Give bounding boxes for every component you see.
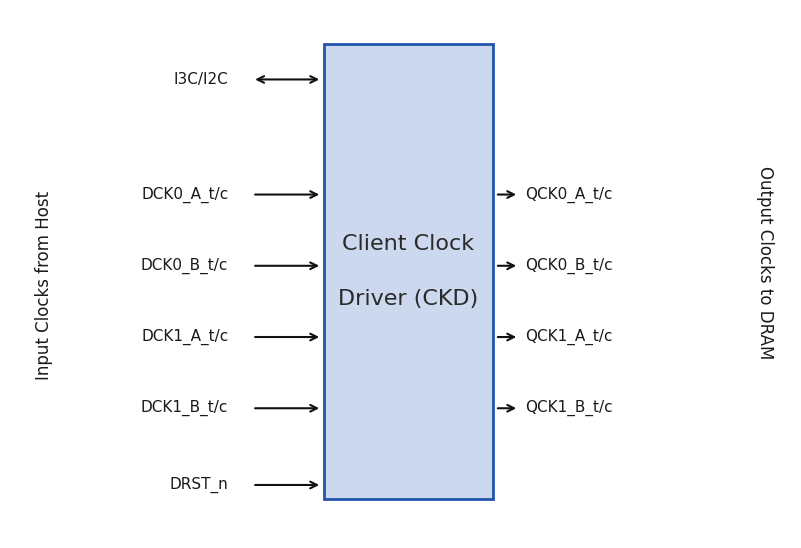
Text: QCK1_A_t/c: QCK1_A_t/c — [525, 329, 612, 345]
Text: QCK0_A_t/c: QCK0_A_t/c — [525, 186, 612, 203]
Text: DCK0_A_t/c: DCK0_A_t/c — [141, 186, 228, 203]
Text: QCK1_B_t/c: QCK1_B_t/c — [525, 400, 612, 416]
Text: QCK0_B_t/c: QCK0_B_t/c — [525, 258, 612, 274]
Text: I3C/I2C: I3C/I2C — [174, 72, 228, 87]
Text: Driver (CKD): Driver (CKD) — [338, 289, 479, 309]
Text: Client Clock: Client Clock — [343, 234, 474, 254]
Text: Output Clocks to DRAM: Output Clocks to DRAM — [756, 167, 774, 359]
Text: DCK1_B_t/c: DCK1_B_t/c — [141, 400, 228, 416]
Text: Input Clocks from Host: Input Clocks from Host — [35, 190, 53, 380]
Text: DCK1_A_t/c: DCK1_A_t/c — [141, 329, 228, 345]
Text: DRST_n: DRST_n — [170, 477, 228, 493]
Bar — [324, 44, 493, 499]
Text: DCK0_B_t/c: DCK0_B_t/c — [141, 258, 228, 274]
